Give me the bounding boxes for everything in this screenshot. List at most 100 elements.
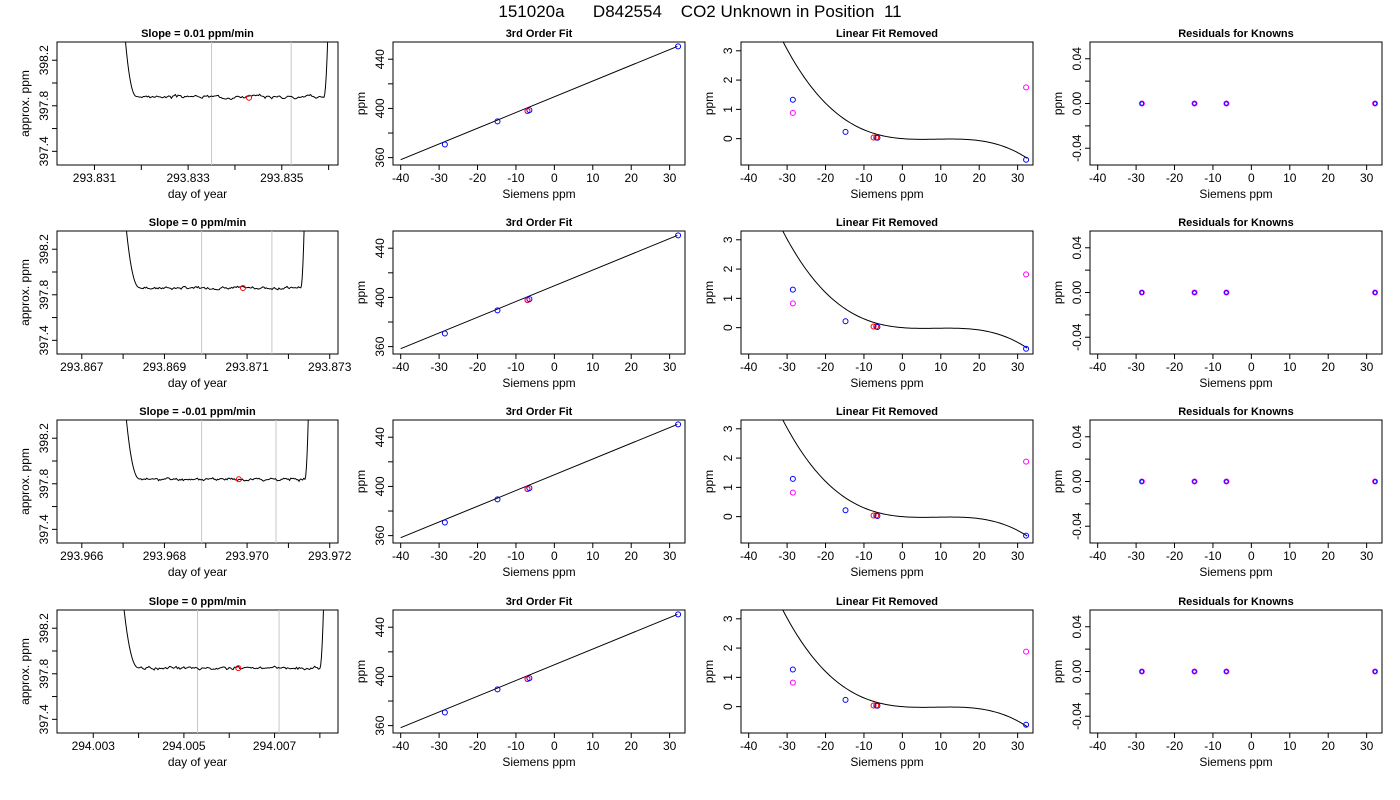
sample-point bbox=[870, 134, 877, 141]
y-tick-label: -0.04 bbox=[1070, 512, 1084, 540]
y-tick-label: 2 bbox=[721, 644, 735, 651]
y-tick-label: 2 bbox=[721, 76, 735, 83]
x-tick-label: 293.871 bbox=[225, 360, 269, 374]
x-tick-label: -20 bbox=[469, 171, 487, 185]
panel-title: Residuals for Knowns bbox=[1178, 28, 1294, 40]
x-tick-label: 0 bbox=[1248, 549, 1255, 563]
residual-point bbox=[1224, 101, 1229, 106]
x-tick-label: 0 bbox=[899, 739, 906, 753]
x-axis-label: Siemens ppm bbox=[502, 376, 575, 390]
panel-title: 3rd Order Fit bbox=[506, 406, 573, 418]
concentration-trace bbox=[125, 420, 309, 483]
x-tick-label: -40 bbox=[1089, 739, 1107, 753]
y-axis-label: ppm bbox=[702, 660, 716, 683]
residual-point bbox=[1192, 101, 1197, 106]
x-tick-label: 10 bbox=[934, 549, 948, 563]
y-tick-label: 1 bbox=[721, 484, 735, 491]
concentration-trace bbox=[125, 42, 329, 100]
x-tick-label: -10 bbox=[507, 549, 525, 563]
residual-point bbox=[1139, 290, 1145, 295]
plot-area bbox=[1138, 100, 1379, 107]
fit-line bbox=[400, 45, 678, 161]
x-tick-label: -20 bbox=[469, 549, 487, 563]
x-tick-label: -20 bbox=[817, 360, 835, 374]
panel-r1-c2: 3rd Order Fit -40 -30 -20 -10 0 10 20 30 360 400 44… bbox=[354, 28, 686, 201]
x-axis-label: day of year bbox=[168, 187, 227, 201]
x-tick-label: 30 bbox=[1360, 549, 1374, 563]
y-tick-label: 3 bbox=[721, 615, 735, 622]
known-point bbox=[874, 324, 881, 331]
x-tick-label: 10 bbox=[934, 171, 948, 185]
y-axis-label: ppm bbox=[354, 92, 368, 115]
cubic-fit-curve bbox=[782, 42, 1028, 159]
x-tick-label: -40 bbox=[740, 360, 758, 374]
residual-point-outer bbox=[1138, 100, 1145, 107]
unknown-point bbox=[1023, 648, 1030, 655]
x-tick-label: 20 bbox=[1322, 549, 1336, 563]
panel-r1-c1: Slope = 0.01 ppm/min 293.831 293.833 293.83… bbox=[18, 28, 339, 201]
x-tick-label: -30 bbox=[1127, 360, 1145, 374]
y-axis-label: ppm bbox=[702, 281, 716, 304]
x-tick-label: -10 bbox=[507, 360, 525, 374]
unknown-point bbox=[789, 109, 796, 116]
residual-point bbox=[1224, 290, 1229, 295]
y-tick-label: 397.4 bbox=[37, 704, 51, 734]
x-tick-label: 293.867 bbox=[60, 360, 104, 374]
x-tick-label: 293.968 bbox=[143, 549, 187, 563]
x-tick-label: 10 bbox=[1283, 549, 1297, 563]
concentration-trace bbox=[123, 610, 324, 671]
panel-r3-c1: Slope = -0.01 ppm/min 293.966 293.968 293.9… bbox=[18, 406, 352, 579]
plot-frame bbox=[392, 419, 686, 544]
known-point bbox=[494, 496, 501, 503]
plot-area bbox=[782, 231, 1030, 352]
x-axis-label: Siemens ppm bbox=[1199, 187, 1272, 201]
x-axis-label: Siemens ppm bbox=[502, 187, 575, 201]
y-tick-label: 400 bbox=[373, 287, 387, 307]
concentration-trace bbox=[126, 231, 305, 291]
y-tick-label: 0.00 bbox=[1070, 659, 1084, 683]
x-tick-label: -10 bbox=[1204, 171, 1222, 185]
y-tick-label: 397.8 bbox=[37, 468, 51, 498]
panel-r3-c2: 3rd Order Fit -40 -30 -20 -10 0 10 20 30 360 400 44… bbox=[354, 406, 686, 579]
x-axis-label: Siemens ppm bbox=[1199, 565, 1272, 579]
x-tick-label: -40 bbox=[740, 739, 758, 753]
panel-r2-c1: Slope = 0 ppm/min 293.867 293.869 293.871 29… bbox=[18, 217, 352, 390]
known-point bbox=[789, 666, 796, 673]
panel-title: Linear Fit Removed bbox=[836, 28, 938, 40]
panel-title: Slope = 0 ppm/min bbox=[149, 596, 247, 608]
plot-area bbox=[1138, 668, 1379, 675]
y-tick-label: 0 bbox=[721, 513, 735, 520]
y-axis-label: ppm bbox=[1051, 92, 1065, 115]
x-tick-label: 294.005 bbox=[162, 739, 206, 753]
x-tick-label: 293.831 bbox=[73, 171, 117, 185]
y-tick-label: 2 bbox=[721, 265, 735, 272]
x-tick-label: -30 bbox=[1127, 739, 1145, 753]
y-tick-label: 400 bbox=[373, 666, 387, 686]
sample-mean-marker bbox=[246, 94, 253, 101]
x-tick-label: 10 bbox=[586, 171, 600, 185]
x-tick-label: -40 bbox=[740, 549, 758, 563]
known-point bbox=[842, 696, 849, 703]
x-tick-label: 30 bbox=[1011, 739, 1025, 753]
x-tick-label: 0 bbox=[899, 549, 906, 563]
cubic-fit-curve bbox=[782, 610, 1028, 728]
y-tick-label: 397.4 bbox=[37, 325, 51, 355]
x-tick-label: 20 bbox=[1322, 171, 1336, 185]
residual-point-outer bbox=[1372, 100, 1379, 107]
y-tick-label: 397.8 bbox=[37, 279, 51, 309]
x-tick-label: 0 bbox=[551, 739, 558, 753]
x-tick-label: 10 bbox=[586, 360, 600, 374]
x-tick-label: -30 bbox=[1127, 549, 1145, 563]
y-tick-label: 1 bbox=[721, 106, 735, 113]
y-tick-label: 397.8 bbox=[37, 658, 51, 688]
residual-point-outer bbox=[1191, 478, 1198, 485]
y-axis-label: approx. ppm bbox=[18, 638, 32, 705]
plot-frame bbox=[1089, 230, 1383, 355]
residual-point-outer bbox=[1138, 668, 1145, 675]
x-tick-label: -40 bbox=[392, 171, 410, 185]
plot-area bbox=[126, 231, 305, 354]
y-tick-label: 2 bbox=[721, 454, 735, 461]
y-tick-label: 440 bbox=[373, 617, 387, 637]
x-tick-label: 294.007 bbox=[253, 739, 297, 753]
x-tick-label: 293.833 bbox=[166, 171, 210, 185]
